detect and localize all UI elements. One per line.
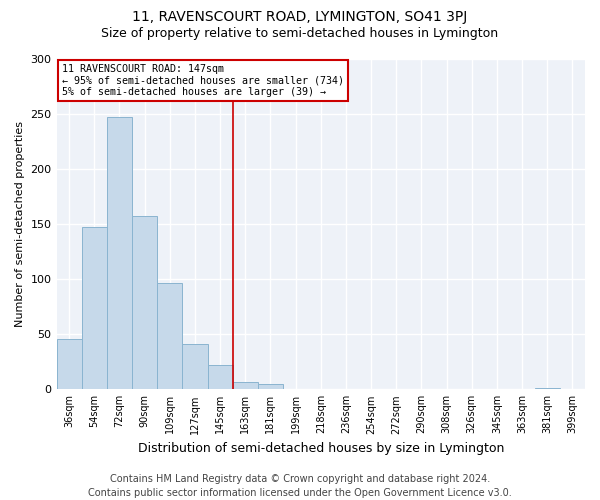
- Text: 11, RAVENSCOURT ROAD, LYMINGTON, SO41 3PJ: 11, RAVENSCOURT ROAD, LYMINGTON, SO41 3P…: [133, 10, 467, 24]
- Bar: [258, 384, 283, 390]
- Bar: [132, 216, 157, 390]
- Text: Contains HM Land Registry data © Crown copyright and database right 2024.
Contai: Contains HM Land Registry data © Crown c…: [88, 474, 512, 498]
- Text: 11 RAVENSCOURT ROAD: 147sqm
← 95% of semi-detached houses are smaller (734)
5% o: 11 RAVENSCOURT ROAD: 147sqm ← 95% of sem…: [62, 64, 344, 97]
- Bar: [107, 118, 132, 390]
- Bar: [157, 282, 182, 390]
- Bar: [56, 338, 82, 390]
- X-axis label: Distribution of semi-detached houses by size in Lymington: Distribution of semi-detached houses by …: [137, 442, 504, 455]
- Bar: [233, 382, 258, 390]
- Y-axis label: Number of semi-detached properties: Number of semi-detached properties: [15, 121, 25, 327]
- Bar: [82, 228, 107, 390]
- Text: Size of property relative to semi-detached houses in Lymington: Size of property relative to semi-detach…: [101, 28, 499, 40]
- Bar: [182, 344, 208, 390]
- Bar: [535, 388, 560, 390]
- Bar: [208, 365, 233, 390]
